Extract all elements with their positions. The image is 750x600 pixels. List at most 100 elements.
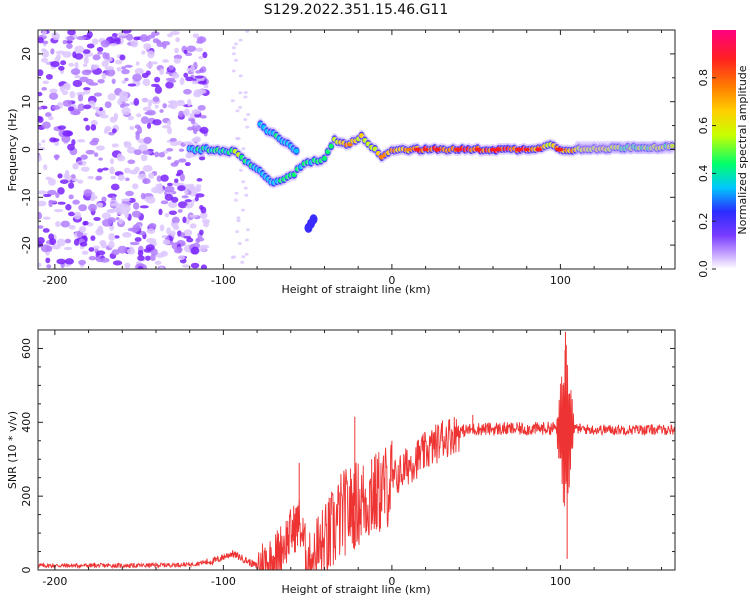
noise-blob (169, 138, 177, 142)
noise-blob (202, 51, 208, 59)
noise-blob (100, 114, 109, 119)
noise-blob (159, 266, 164, 269)
noise-blob (183, 49, 188, 54)
noise-blob (96, 46, 104, 52)
noise-blob (177, 185, 186, 192)
noise-blob (134, 81, 141, 86)
noise-blob (197, 80, 207, 85)
noise-blob (90, 197, 96, 202)
isolated-blob (309, 214, 318, 225)
noise-blob (74, 53, 84, 60)
noise-blob (76, 91, 86, 97)
signal-track-core (328, 143, 334, 149)
noise-blob (134, 68, 144, 75)
noise-blob (137, 126, 143, 135)
noise-blob (124, 262, 131, 269)
noise-blob (108, 240, 115, 249)
noise-blob (174, 178, 179, 183)
noise-blob (182, 264, 191, 268)
noise-blob (231, 52, 236, 56)
noise-blob (245, 125, 250, 129)
noise-blob (95, 145, 105, 151)
noise-blob (144, 111, 153, 116)
signal-hotspot (514, 147, 522, 152)
signal-band (594, 140, 601, 155)
signal-track-core (321, 155, 327, 161)
noise-blob (135, 132, 140, 141)
noise-blob (44, 112, 52, 118)
noise-blob (183, 229, 193, 237)
noise-blob (49, 238, 57, 246)
noise-blob (110, 183, 120, 191)
noise-blob (74, 61, 79, 70)
noise-blob (146, 122, 152, 129)
noise-blob (152, 119, 162, 126)
noise-blob (180, 232, 186, 238)
noise-blob (42, 216, 51, 220)
noise-blob (171, 196, 179, 203)
signal-track-hotspot (422, 147, 429, 152)
snr-y-tick-label: 0 (20, 567, 33, 574)
noise-blob (113, 112, 119, 121)
noise-blob (55, 192, 60, 198)
signal-hotspot (433, 147, 441, 152)
noise-blob (118, 218, 124, 225)
noise-blob (198, 55, 204, 60)
noise-blob (40, 244, 51, 253)
noise-blob (183, 88, 192, 95)
noise-blob (245, 30, 250, 33)
noise-blob (54, 154, 59, 161)
noise-blob (165, 81, 174, 89)
noise-blob (45, 73, 53, 80)
noise-blob (104, 66, 115, 71)
noise-blob (55, 220, 61, 227)
noise-blob (123, 141, 129, 146)
noise-blob (131, 210, 142, 218)
colorbar-tick-label: 0.0 (697, 260, 710, 278)
noise-blob (195, 237, 201, 244)
noise-blob (197, 105, 206, 111)
noise-blob (142, 178, 151, 185)
noise-blob (38, 106, 44, 111)
noise-blob (48, 92, 59, 100)
noise-blob (199, 211, 208, 220)
signal-track-core (669, 143, 675, 149)
colorbar-tick-label: 0.4 (697, 165, 710, 183)
noise-blob (63, 83, 70, 89)
noise-blob (176, 101, 185, 107)
noise-blob (154, 104, 159, 109)
noise-blob (101, 212, 111, 220)
noise-blob (199, 245, 207, 252)
noise-blob (184, 199, 192, 203)
signal-band (574, 140, 581, 155)
noise-blob (166, 120, 172, 126)
noise-blob (43, 193, 52, 198)
noise-blob (92, 245, 100, 250)
noise-blob (38, 91, 43, 97)
noise-blob (175, 173, 181, 177)
noise-blob (167, 104, 175, 109)
noise-blob (100, 39, 110, 48)
noise-blob (158, 151, 166, 158)
noise-blob (140, 154, 148, 162)
noise-blob (154, 260, 162, 265)
noise-blob (57, 125, 67, 130)
noise-blob (51, 105, 60, 111)
noise-blob (137, 173, 147, 180)
noise-blob (189, 223, 197, 229)
noise-blob (108, 233, 116, 241)
noise-blob (160, 174, 169, 182)
noise-blob (115, 217, 120, 221)
noise-blob (131, 183, 139, 190)
noise-blob (113, 235, 120, 239)
noise-blob (41, 30, 47, 37)
signal-band (584, 140, 591, 155)
noise-blob (181, 195, 189, 199)
noise-blob (199, 114, 207, 119)
spectrogram-y-tick-label: 10 (20, 95, 33, 109)
noise-blob (140, 116, 149, 124)
noise-blob (74, 45, 85, 54)
noise-blob (194, 75, 204, 79)
noise-blob (137, 255, 145, 262)
